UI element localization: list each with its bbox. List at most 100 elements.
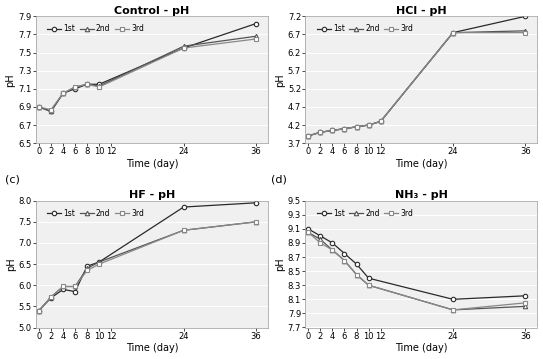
3rd: [329, 248, 336, 252]
3rd: [36, 308, 42, 313]
2nd: [341, 126, 348, 131]
X-axis label: Time (day): Time (day): [395, 344, 447, 354]
1st: [84, 82, 90, 87]
3rd: [522, 301, 529, 305]
2nd: [96, 84, 103, 88]
1st: [317, 234, 324, 238]
2nd: [522, 304, 529, 308]
2nd: [450, 31, 456, 35]
1st: [450, 31, 456, 35]
2nd: [72, 85, 78, 89]
3rd: [305, 134, 312, 138]
3rd: [180, 228, 187, 232]
2nd: [72, 284, 78, 289]
1st: [48, 109, 54, 113]
Y-axis label: pH: pH: [275, 257, 285, 271]
2nd: [180, 228, 187, 232]
1st: [60, 287, 66, 292]
1st: [317, 130, 324, 134]
3rd: [48, 295, 54, 299]
1st: [180, 205, 187, 209]
3rd: [305, 230, 312, 234]
Y-axis label: pH: pH: [5, 257, 16, 271]
3rd: [180, 46, 187, 50]
Line: 1st: 1st: [306, 14, 528, 138]
3rd: [365, 283, 372, 288]
3rd: [96, 262, 103, 266]
2nd: [252, 34, 259, 38]
3rd: [72, 284, 78, 289]
Line: 3rd: 3rd: [306, 31, 528, 138]
1st: [341, 251, 348, 256]
3rd: [84, 82, 90, 87]
2nd: [365, 123, 372, 127]
Text: (d): (d): [272, 174, 287, 185]
Title: NH₃ - pH: NH₃ - pH: [395, 190, 448, 200]
X-axis label: Time (day): Time (day): [395, 159, 447, 169]
3rd: [84, 268, 90, 272]
Legend: 1st, 2nd, 3rd: 1st, 2nd, 3rd: [314, 22, 416, 37]
1st: [353, 262, 360, 266]
Legend: 1st, 2nd, 3rd: 1st, 2nd, 3rd: [45, 22, 147, 37]
2nd: [341, 258, 348, 263]
1st: [341, 126, 348, 131]
Legend: 1st, 2nd, 3rd: 1st, 2nd, 3rd: [314, 206, 416, 221]
Title: HF - pH: HF - pH: [129, 190, 175, 200]
2nd: [252, 220, 259, 224]
Line: 2nd: 2nd: [306, 29, 528, 138]
1st: [72, 289, 78, 294]
2nd: [305, 134, 312, 138]
2nd: [60, 284, 66, 289]
3rd: [48, 107, 54, 112]
Title: HCl - pH: HCl - pH: [396, 5, 447, 15]
1st: [365, 276, 372, 280]
Line: 3rd: 3rd: [37, 37, 258, 112]
Line: 3rd: 3rd: [306, 230, 528, 312]
Y-axis label: pH: pH: [5, 73, 16, 87]
3rd: [353, 125, 360, 129]
2nd: [329, 248, 336, 252]
1st: [36, 308, 42, 313]
3rd: [60, 91, 66, 95]
3rd: [341, 126, 348, 131]
3rd: [341, 258, 348, 263]
2nd: [84, 82, 90, 87]
X-axis label: Time (day): Time (day): [125, 344, 178, 354]
1st: [305, 227, 312, 231]
2nd: [305, 230, 312, 234]
1st: [353, 125, 360, 129]
2nd: [60, 91, 66, 95]
2nd: [365, 283, 372, 288]
1st: [450, 297, 456, 302]
1st: [252, 201, 259, 205]
X-axis label: Time (day): Time (day): [125, 159, 178, 169]
3rd: [36, 105, 42, 109]
1st: [329, 128, 336, 132]
1st: [252, 22, 259, 26]
2nd: [317, 237, 324, 242]
3rd: [72, 85, 78, 89]
Title: Control - pH: Control - pH: [115, 5, 190, 15]
2nd: [377, 119, 384, 123]
1st: [96, 82, 103, 87]
2nd: [353, 125, 360, 129]
2nd: [450, 308, 456, 312]
1st: [72, 87, 78, 91]
1st: [522, 294, 529, 298]
3rd: [252, 220, 259, 224]
Line: 2nd: 2nd: [306, 230, 528, 312]
2nd: [36, 105, 42, 109]
1st: [305, 134, 312, 138]
1st: [96, 260, 103, 264]
3rd: [317, 241, 324, 245]
2nd: [353, 272, 360, 277]
1st: [522, 14, 529, 18]
Y-axis label: pH: pH: [275, 73, 285, 87]
3rd: [329, 128, 336, 132]
3rd: [450, 31, 456, 35]
1st: [84, 264, 90, 269]
3rd: [60, 284, 66, 289]
2nd: [180, 44, 187, 48]
2nd: [329, 128, 336, 132]
3rd: [96, 85, 103, 89]
